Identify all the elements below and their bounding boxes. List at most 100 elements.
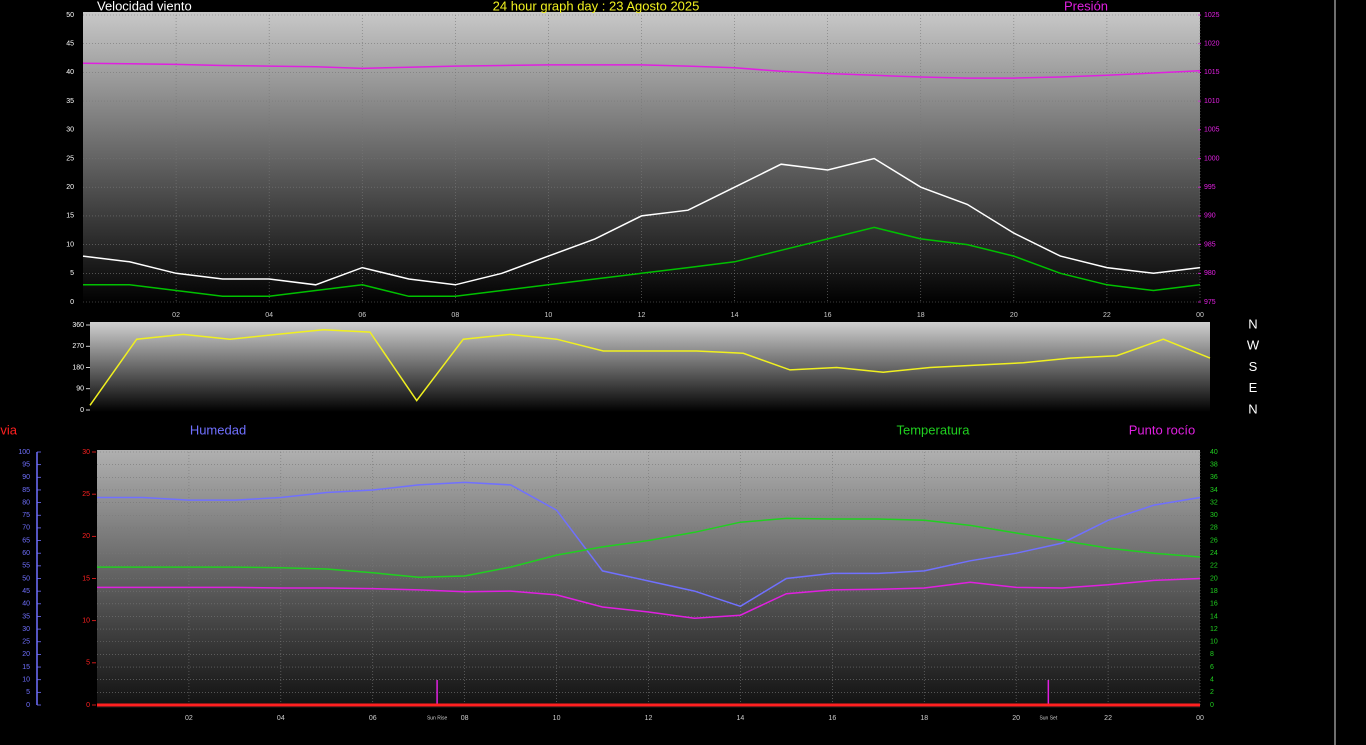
x-tick-label: 08 [461, 715, 469, 722]
y-tick-label: 90 [22, 474, 30, 481]
series-line [89, 328, 1211, 406]
y-tick-label: 38 [1210, 461, 1218, 468]
y-tick-label: 12 [1210, 626, 1218, 633]
x-tick-label: 10 [553, 715, 561, 722]
y-tick-label: 0 [1210, 702, 1214, 709]
y-tick-label: 0 [70, 299, 74, 306]
y-tick-label: 1015 [1204, 69, 1220, 76]
y-tick-label: 985 [1204, 241, 1216, 248]
y-tick-label: 65 [22, 537, 30, 544]
annotation-label: Sun Rise [427, 715, 448, 721]
series-line [97, 481, 1201, 608]
y-tick-label: 20 [82, 533, 90, 540]
series-line [82, 62, 1201, 79]
x-tick-label: 10 [545, 312, 553, 319]
y-tick-label: 0 [80, 407, 84, 414]
x-tick-label: 20 [1010, 312, 1018, 319]
y-tick-label: 75 [22, 512, 30, 519]
y-tick-label: 10 [82, 618, 90, 625]
y-tick-label: 28 [1210, 525, 1218, 532]
y-tick-label: 8 [1210, 651, 1214, 658]
y-tick-label: 14 [1210, 613, 1218, 620]
y-tick-label: 45 [66, 41, 74, 48]
y-tick-label: 22 [1210, 563, 1218, 570]
y-tick-label: 5 [26, 689, 30, 696]
x-tick-label: 02 [172, 312, 180, 319]
y-tick-label: 30 [82, 449, 90, 456]
y-tick-label: 70 [22, 525, 30, 532]
y-tick-label: 20 [22, 651, 30, 658]
y-tick-label: 80 [22, 499, 30, 506]
y-tick-label: 1010 [1204, 98, 1220, 105]
x-tick-label: 12 [645, 715, 653, 722]
y-tick-label: 2 [1210, 689, 1214, 696]
panel-background [90, 322, 1210, 412]
y-tick-label: 25 [82, 491, 90, 498]
y-tick-label: 20 [66, 184, 74, 191]
y-tick-label: 50 [22, 575, 30, 582]
y-tick-label: 50 [66, 12, 74, 19]
y-tick-label: 270 [72, 343, 84, 350]
series-line [82, 157, 1201, 286]
y-tick-label: 25 [22, 639, 30, 646]
y-tick-label: 60 [22, 550, 30, 557]
y-tick-label: 990 [1204, 213, 1216, 220]
y-tick-label: 85 [22, 487, 30, 494]
y-tick-label: 360 [72, 322, 84, 329]
y-tick-label: 40 [66, 69, 74, 76]
y-tick-label: 15 [82, 575, 90, 582]
x-tick-label: 20 [1012, 715, 1020, 722]
y-tick-label: 0 [86, 702, 90, 709]
x-tick-label: 08 [451, 312, 459, 319]
x-tick-label: 18 [920, 715, 928, 722]
x-tick-label: 02 [185, 715, 193, 722]
chart-title: 24 hour graph day : 23 Agosto 2025 [493, 0, 700, 13]
x-tick-label: 12 [638, 312, 646, 319]
x-tick-label: 14 [737, 715, 745, 722]
legend-label: Punto rocío [1129, 422, 1196, 437]
compass-label: E [1249, 380, 1258, 395]
y-tick-label: 6 [1210, 664, 1214, 671]
y-tick-label: 18 [1210, 588, 1218, 595]
y-tick-label: 980 [1204, 270, 1216, 277]
y-tick-label: 24 [1210, 550, 1218, 557]
y-tick-label: 35 [22, 613, 30, 620]
y-tick-label: 55 [22, 563, 30, 570]
y-tick-label: 20 [1210, 575, 1218, 582]
y-tick-label: 5 [70, 270, 74, 277]
series-line [83, 226, 1201, 298]
y-axis-label: Velocidad viento [97, 0, 192, 13]
y-tick-label: 30 [22, 626, 30, 633]
x-tick-label: 16 [828, 715, 836, 722]
y-tick-label: 10 [1210, 639, 1218, 646]
y-tick-label: 95 [22, 461, 30, 468]
y-tick-label: 34 [1210, 487, 1218, 494]
y-tick-label: 100 [18, 449, 30, 456]
y-tick-label: 40 [22, 601, 30, 608]
y-tick-label: 30 [66, 127, 74, 134]
y-tick-label: 1005 [1204, 127, 1220, 134]
y-tick-label: 45 [22, 588, 30, 595]
y-tick-label: 30 [1210, 512, 1218, 519]
y-tick-label: 975 [1204, 299, 1216, 306]
compass-label: W [1247, 338, 1260, 353]
y-tick-label: 16 [1210, 601, 1218, 608]
y2-axis-label: Presión [1064, 0, 1108, 13]
x-tick-label: 04 [265, 312, 273, 319]
y-tick-label: 15 [66, 213, 74, 220]
y-tick-label: 32 [1210, 499, 1218, 506]
y-tick-label: 995 [1204, 184, 1216, 191]
compass-label: N [1248, 316, 1257, 331]
y-tick-label: 40 [1210, 449, 1218, 456]
legend-label: Humedad [190, 422, 246, 437]
x-tick-label: 06 [358, 312, 366, 319]
y-tick-label: 5 [86, 660, 90, 667]
x-tick-label: 22 [1103, 312, 1111, 319]
y-tick-label: 90 [76, 386, 84, 393]
y-tick-label: 26 [1210, 537, 1218, 544]
annotation-label: Sun Set [1039, 715, 1057, 721]
y-tick-label: 10 [22, 677, 30, 684]
x-tick-label: 00 [1196, 312, 1204, 319]
